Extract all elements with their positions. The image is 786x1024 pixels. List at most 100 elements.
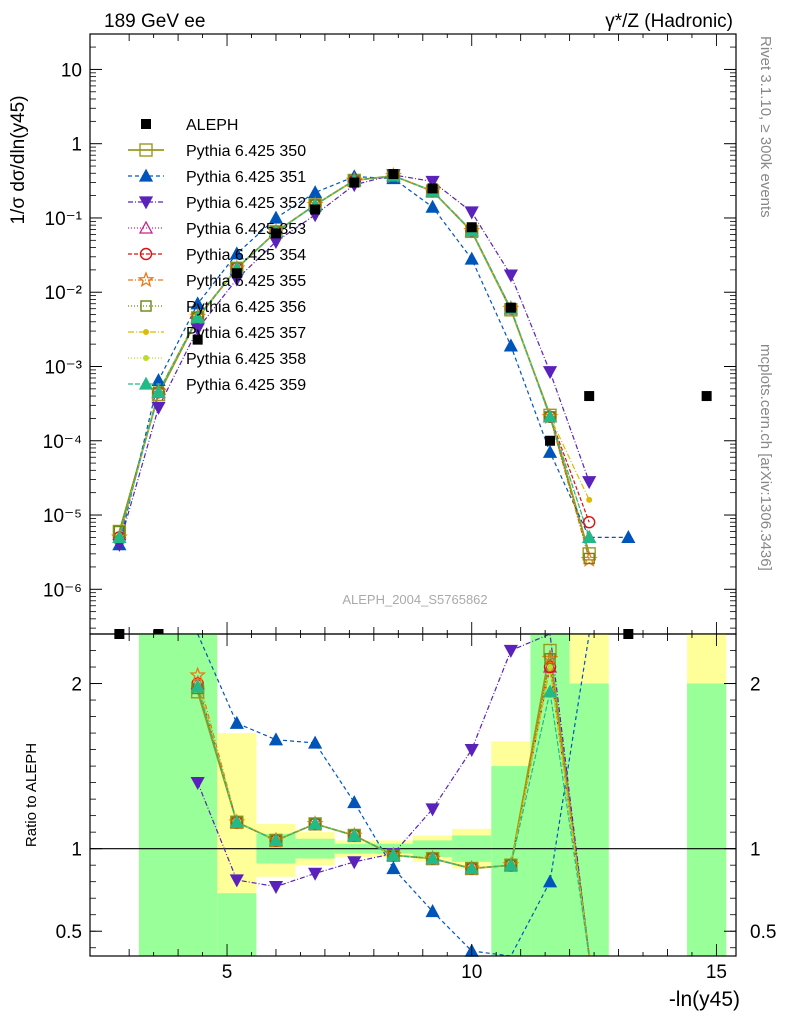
main-point-s9-1: [151, 384, 166, 398]
ratio-ytick-label-right-2: 0.5: [750, 922, 776, 943]
ratio-point-s9-7: [386, 847, 401, 861]
ratio-point-s1-5: [308, 735, 323, 749]
ratio-point-s2-4: [268, 880, 284, 895]
main-point-s9-2: [190, 309, 205, 323]
main-title-right: γ*/Z (Hadronic): [605, 11, 733, 32]
main-point-s4-12: [582, 516, 596, 529]
main-point-s1-11: [542, 444, 558, 458]
ratio-point-s1-3: [229, 715, 244, 729]
ratio-point-s9-6: [347, 828, 362, 842]
main-point-s1-5: [308, 185, 323, 199]
legend: ALEPH Pythia 6.425 350 Pythia 6.425 351 Pyt…: [128, 117, 306, 394]
ratio-point-s8-11: [547, 664, 554, 671]
x-tick-label-2: 15: [706, 962, 727, 983]
ratio-point-s5-2: [189, 666, 207, 683]
rivet-version-label: Rivet 3.1.10, ≥ 300k events: [757, 36, 774, 218]
x-tick-label-0: 5: [222, 962, 233, 983]
aleph-point-11: [545, 435, 556, 446]
main-point-s1-9: [464, 251, 479, 265]
ratio-panel: 2 2 1 1 0.5 0.5 5 10 15 Ratio to ALEPH -ln(y45): [23, 633, 776, 1011]
ratio-point-s9-10: [503, 857, 518, 871]
ratio-point-s2-2: [190, 776, 205, 790]
aleph-point-14: [701, 391, 712, 402]
main-title-left: 189 GeV ee: [104, 11, 205, 32]
legend-marker-3: [138, 220, 154, 234]
ratio-ytick-label-0: 2: [71, 675, 82, 696]
main-point-s2-9: [464, 206, 479, 220]
legend-marker-8: [143, 355, 149, 361]
aleph-point-7: [388, 169, 399, 180]
ratio-point-s2-6: [347, 856, 362, 870]
ratio-band-green-10: [569, 683, 609, 956]
main-ytick-label-2: 10⁻¹: [45, 209, 83, 230]
ratio-band-green-11: [687, 683, 727, 956]
ratio-series-line-2: [197, 633, 590, 957]
ratio-point-s1-11: [542, 874, 558, 888]
ratio-ytick-label-right-0: 2: [750, 675, 761, 696]
main-y-axis-label: 1/σ dσ/dln(y45): [8, 95, 29, 224]
ratio-point-s2-5: [308, 867, 323, 881]
ratio-point-s1-7: [386, 861, 401, 875]
ratio-point-s9-5: [308, 816, 323, 830]
ratio-point-s1-8: [425, 904, 440, 918]
main-point-s1-10: [503, 338, 518, 352]
aleph-point-12: [584, 391, 595, 402]
main-point-s1-4: [268, 210, 284, 224]
main-point-s2-11: [542, 366, 558, 380]
ratio-point-s1-6: [347, 795, 362, 809]
legend-label-0: Pythia 6.425 350: [186, 143, 306, 160]
ratio-ytick-label-2: 0.5: [56, 922, 82, 943]
ratio-point-s9-4: [268, 833, 284, 847]
main-point-s1-3: [229, 246, 244, 260]
legend-marker-0: [139, 143, 153, 157]
ratio-point-s2-3: [229, 874, 244, 888]
ratio-point-s9-2: [190, 679, 205, 693]
legend-marker-5: [137, 271, 155, 288]
ratio-ytick-label-1: 1: [71, 840, 82, 861]
legend-marker-6: [140, 300, 152, 312]
ratio-series-line-7: [197, 666, 590, 957]
main-point-s9-12: [582, 530, 597, 544]
aleph-point-8: [427, 183, 438, 194]
aleph-point-6: [349, 177, 360, 188]
main-ytick-label-7: 10⁻⁶: [43, 580, 82, 601]
legend-marker-9: [138, 376, 154, 390]
legend-label-2: Pythia 6.425 352: [186, 195, 306, 212]
main-point-s7-12: [586, 496, 593, 503]
main-ytick-label-3: 10⁻²: [45, 283, 83, 304]
main-panel: 10 1 10⁻¹ 10⁻² 10⁻³ 10⁻⁴ 10⁻⁵ 10⁻⁶ 189 GeV ee γ…: [8, 11, 774, 639]
ratio-y-axis-label: Ratio to ALEPH: [23, 743, 40, 847]
analysis-watermark: ALEPH_2004_S5765862: [342, 592, 487, 607]
legend-marker-1: [138, 168, 154, 182]
ratio-point-s9-11: [542, 684, 558, 698]
ratio-point-s9-3: [229, 814, 244, 828]
ratio-point-s2-10: [503, 644, 518, 658]
main-point-s2-2: [190, 323, 205, 337]
main-ytick-label-5: 10⁻⁴: [43, 432, 82, 453]
ratio-point-s1-4: [268, 732, 284, 746]
legend-aleph-marker: [141, 119, 151, 129]
ratio-point-s9-9: [464, 861, 479, 875]
ratio-band-green-1: [217, 893, 257, 956]
legend-label-1: Pythia 6.425 351: [186, 169, 306, 186]
legend-marker-7: [143, 329, 149, 335]
ratio-plot-frame: [89, 633, 737, 957]
legend-label-5: Pythia 6.425 355: [186, 273, 306, 290]
ratio-point-s0-11: [543, 643, 557, 658]
main-point-s6-12: [583, 552, 595, 565]
main-ytick-label-4: 10⁻³: [45, 357, 83, 378]
legend-marker-2: [138, 196, 154, 210]
ratio-point-s2-9: [464, 743, 479, 757]
main-ytick-label-0: 10: [61, 60, 82, 81]
main-point-s2-10: [503, 269, 518, 283]
aleph-point-9: [466, 222, 477, 233]
main-point-s0-12: [582, 547, 596, 561]
ratio-ytick-label-right-1: 1: [750, 840, 761, 861]
aleph-point-10: [505, 302, 516, 313]
legend-marker-4: [139, 247, 153, 261]
mcplots-reference-label: mcplots.cern.ch [arXiv:1306.3436]: [757, 344, 774, 571]
aleph-point-5: [310, 204, 321, 215]
main-point-s2-12: [582, 476, 597, 490]
ratio-band-green-0: [138, 634, 218, 956]
